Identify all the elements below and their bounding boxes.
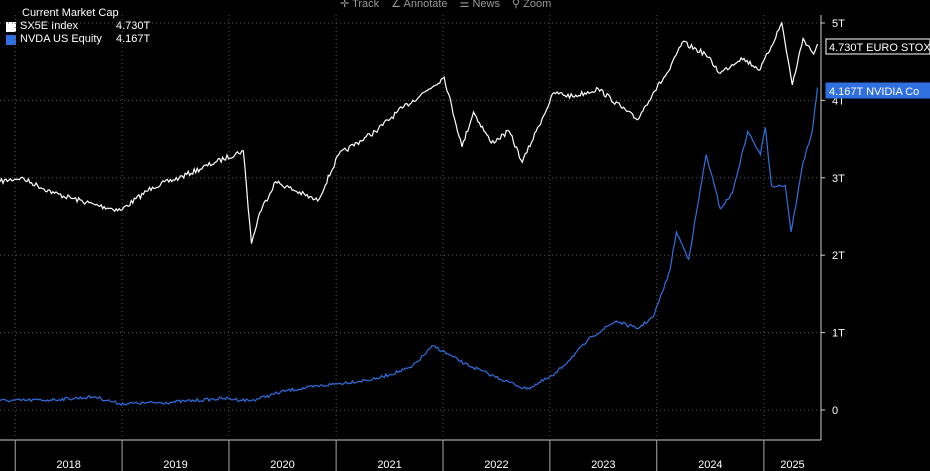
sx5e-value-tag: 4.730T EURO STOX — [825, 38, 930, 55]
legend-swatch-blue — [6, 34, 16, 45]
y-tick-label: 5T — [832, 18, 845, 30]
zoom-button[interactable]: ⚲ Zoom — [512, 0, 552, 10]
sx5e-series-line — [0, 21, 819, 244]
chart-title: Current Market Cap — [22, 7, 119, 19]
value-tag-label: 4.730T EURO STOX — [829, 42, 930, 54]
x-tick-label: 2019 — [163, 459, 187, 471]
y-tick-label: 2T — [832, 250, 845, 262]
x-tick-label: 2023 — [591, 459, 615, 471]
zoom-icon: ⚲ — [512, 0, 521, 10]
x-tick-label: 2022 — [484, 459, 508, 471]
legend-series-name: SX5E Index — [20, 20, 79, 32]
crosshair-icon: ✛ — [340, 0, 350, 10]
value-tag-label: 4.167T NVIDIA Co — [829, 86, 919, 98]
y-tick-label: 1T — [832, 328, 845, 340]
y-tick-label: 3T — [832, 173, 845, 185]
news-icon: ☰ — [459, 0, 470, 10]
legend-item-nvda[interactable]: NVDA US Equity 4.167T — [6, 33, 150, 46]
x-tick-label: 2025 — [780, 459, 804, 471]
chart-legend: Current Market Cap SX5E Index 4.730T NVD… — [6, 7, 150, 46]
x-tick-label: 2021 — [377, 459, 401, 471]
annotate-button[interactable]: ∠ Annotate — [391, 0, 448, 10]
nvda-series-line — [0, 87, 819, 407]
legend-swatch-white — [6, 21, 16, 32]
y-tick-label: 0 — [832, 405, 838, 417]
legend-series-name: NVDA US Equity — [20, 33, 102, 45]
pencil-icon: ∠ — [391, 0, 402, 10]
nvda-value-tag: 4.167T NVIDIA Co — [825, 82, 930, 99]
value-tag-box — [825, 38, 930, 55]
legend-series-value: 4.167T — [116, 33, 151, 45]
x-tick-label: 2018 — [56, 459, 80, 471]
news-button[interactable]: ☰ News — [459, 0, 500, 10]
chart-toolbar: ✛ Track ∠ Annotate ☰ News ⚲ Zoom — [340, 0, 551, 10]
track-button[interactable]: ✛ Track — [340, 0, 380, 10]
x-tick-label: 2020 — [270, 459, 294, 471]
x-tick-label: 2024 — [698, 459, 722, 471]
value-tag-box — [825, 82, 930, 99]
